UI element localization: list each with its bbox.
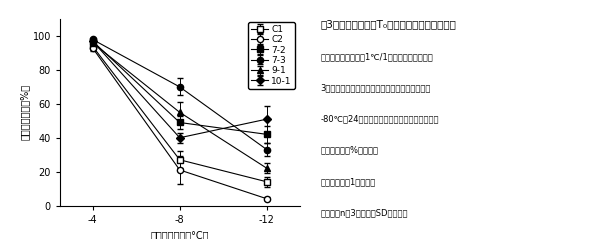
Legend: C1, C2, 7-2, 7-3, 9-1, 10-1: C1, C2, 7-2, 7-3, 9-1, 10-1 bbox=[249, 22, 295, 89]
Text: 個体番号は図1に同じ。: 個体番号は図1に同じ。 bbox=[320, 177, 376, 186]
Text: サンプルを植氷後、1℃/1時間で温度を下げ、: サンプルを植氷後、1℃/1時間で温度を下げ、 bbox=[320, 53, 433, 62]
Text: 3水準の温度処理後融解した葉の電解質漏出を、: 3水準の温度処理後融解した葉の電解質漏出を、 bbox=[320, 84, 431, 93]
Y-axis label: 電解質漏出度（%）: 電解質漏出度（%） bbox=[20, 84, 30, 140]
X-axis label: 凍結処理温度（°C）: 凍結処理温度（°C） bbox=[150, 230, 209, 239]
Text: -80℃㉌24時間凍結後融解した葉組織の漏出電: -80℃㉌24時間凍結後融解した葉組織の漏出電 bbox=[320, 115, 439, 124]
Text: 測定数はn＝3、バーはSDを表す。: 測定数はn＝3、バーはSDを表す。 bbox=[320, 208, 408, 217]
Text: 解質に対する%で表す。: 解質に対する%で表す。 bbox=[320, 146, 379, 155]
Text: 図3　形質転換体（T₀）の耕凍性検定（左図）: 図3 形質転換体（T₀）の耕凍性検定（左図） bbox=[320, 19, 456, 29]
